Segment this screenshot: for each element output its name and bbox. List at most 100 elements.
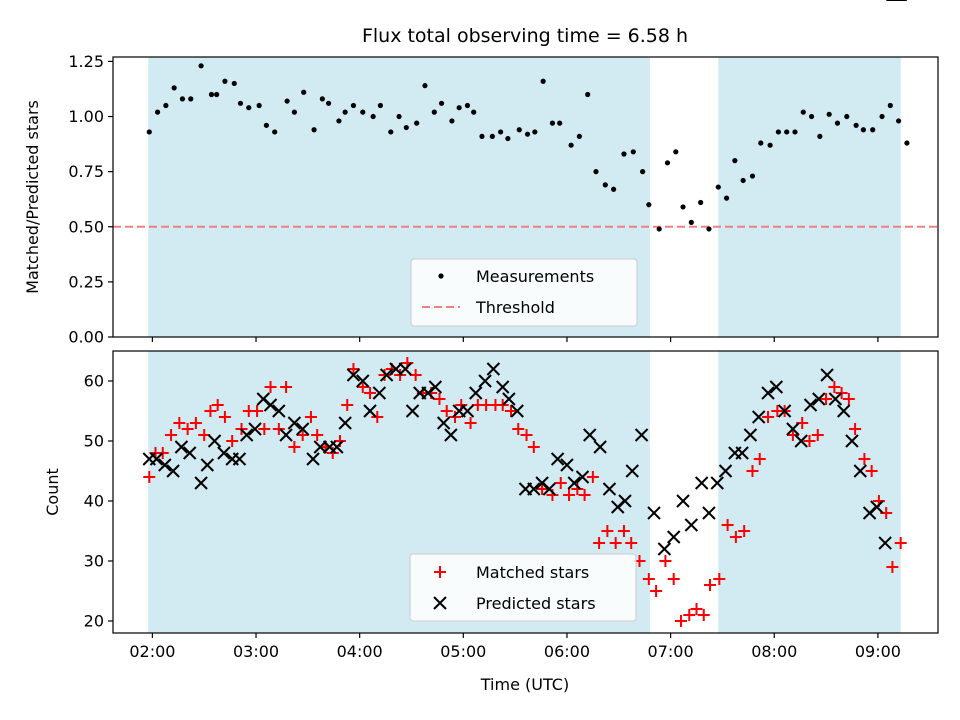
measurement-point xyxy=(163,102,169,109)
measurement-point xyxy=(208,91,215,98)
chart-title: Flux total observing time = 6.58 h xyxy=(362,25,688,47)
measurement-point xyxy=(706,226,712,232)
predicted-star-point xyxy=(634,428,649,442)
predicted-star-point xyxy=(743,428,758,442)
matched-star-point xyxy=(189,417,202,429)
matched-star-point xyxy=(642,573,655,585)
matched-star-point xyxy=(449,411,462,423)
matched-star-point xyxy=(272,423,285,435)
measurement-point xyxy=(630,149,636,155)
matched-star-point xyxy=(512,423,525,435)
predicted-star-point xyxy=(625,464,639,478)
matched-star-point xyxy=(218,411,231,423)
measurement-point xyxy=(237,100,244,106)
predicted-star-point xyxy=(295,422,310,436)
predicted-star-point xyxy=(710,476,724,490)
measurement-point xyxy=(532,129,538,135)
matched-star-point xyxy=(703,579,716,591)
matched-star-point xyxy=(842,393,855,405)
predicted-star-point xyxy=(870,500,884,514)
predicted-star-point xyxy=(174,440,189,454)
measurement-point xyxy=(284,98,290,104)
predicted-star-point xyxy=(428,380,443,394)
measurement-point xyxy=(673,149,679,155)
matched-star-point xyxy=(593,537,606,549)
predicted-star-point xyxy=(287,416,302,430)
predicted-star-point xyxy=(618,494,632,508)
matched-star-point xyxy=(264,381,277,393)
predicted-star-point xyxy=(363,404,377,418)
predicted-star-point xyxy=(486,362,501,376)
measurement-point xyxy=(154,109,161,115)
matched-star-point xyxy=(251,405,264,417)
y-tick-label: 0.00 xyxy=(68,328,104,347)
predicted-star-point xyxy=(803,398,818,412)
measurement-point xyxy=(422,83,428,89)
legend-label-predicted: Predicted stars xyxy=(476,594,596,613)
matched-star-point xyxy=(341,399,354,411)
measurement-point xyxy=(301,89,307,95)
observing-window xyxy=(718,351,901,633)
matched-star-point xyxy=(674,615,687,627)
measurement-point xyxy=(272,129,278,135)
predicted-star-point xyxy=(583,428,597,442)
measurement-point xyxy=(311,127,317,133)
matched-star-point xyxy=(304,411,317,423)
measurements-legend-marker xyxy=(438,273,444,279)
predicted-star-point xyxy=(469,386,483,400)
y-axis-label: Matched/Predicted stars xyxy=(23,100,42,294)
measurement-point xyxy=(784,129,790,135)
measurement-point xyxy=(723,195,730,201)
predicted-star-point xyxy=(567,476,581,490)
predicted-star-point xyxy=(338,416,352,430)
y-tick-label: 40 xyxy=(84,492,104,511)
predicted-star-point xyxy=(694,476,709,490)
measurement-point xyxy=(222,78,228,84)
predicted-star-point xyxy=(398,362,412,376)
measurement-point xyxy=(593,169,599,175)
legend-label-matched: Matched stars xyxy=(476,563,589,582)
measurement-point xyxy=(904,140,910,146)
measurement-point xyxy=(464,102,471,109)
measurement-point xyxy=(431,109,437,115)
legend-box xyxy=(410,258,638,327)
measurement-point xyxy=(844,113,850,120)
matched-star-point xyxy=(811,429,824,441)
predicted-star-point xyxy=(182,446,197,460)
matched-star-point xyxy=(211,399,224,411)
measurement-point xyxy=(610,186,617,192)
predicted-star-point xyxy=(356,374,370,388)
matched-star-point xyxy=(762,411,775,423)
y-tick-label: 1.25 xyxy=(68,52,104,71)
measurement-point xyxy=(489,133,495,139)
measurement-point xyxy=(896,118,902,124)
matched-star-point xyxy=(659,555,672,567)
axes-frame xyxy=(112,350,939,634)
measurement-point xyxy=(396,113,402,120)
predicted-star-point xyxy=(478,374,492,388)
predicted-star-point xyxy=(239,428,254,442)
predicted-star-point xyxy=(667,530,681,544)
matched-star-point xyxy=(578,489,591,501)
measurement-point xyxy=(350,102,357,109)
matched-star-point xyxy=(586,471,599,483)
predicted-star-point xyxy=(248,422,262,436)
measurement-point xyxy=(388,129,394,135)
measurement-point xyxy=(403,124,409,131)
measurement-point xyxy=(817,133,823,139)
matched-star-point xyxy=(849,423,862,435)
predicted-star-point xyxy=(232,452,247,466)
predicted-star-point xyxy=(735,446,749,460)
predicted-star-point xyxy=(751,410,766,424)
matched-star-point xyxy=(311,429,324,441)
matched-star-point xyxy=(786,429,799,441)
matched-star-point xyxy=(288,441,301,453)
predicted-star-point xyxy=(786,422,800,436)
matched-star-point xyxy=(667,573,680,585)
matched-star-point xyxy=(721,519,734,531)
matched-star-point xyxy=(683,609,696,621)
measurement-point xyxy=(758,140,764,146)
measurement-point xyxy=(640,169,646,175)
measurement-point xyxy=(319,96,325,102)
x-axis-label: Time (UTC) xyxy=(480,675,569,694)
